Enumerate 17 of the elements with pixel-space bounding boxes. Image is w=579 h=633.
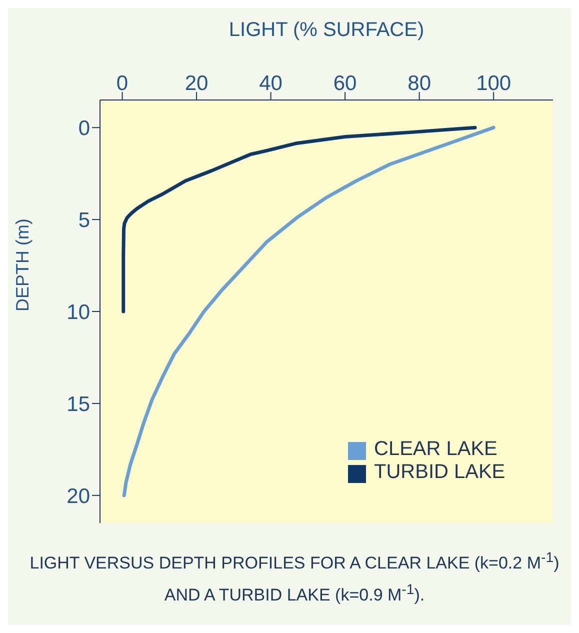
legend-label: TURBID LAKE bbox=[374, 461, 506, 483]
x-tick-label: 60 bbox=[333, 72, 357, 95]
y-tick-label: 15 bbox=[66, 392, 90, 416]
x-tick-label: 20 bbox=[184, 72, 208, 95]
x-axis-title: LIGHT (% SURFACE) bbox=[228, 19, 424, 41]
y-tick-label: 0 bbox=[78, 117, 90, 140]
line-series bbox=[122, 126, 477, 314]
legend-label: CLEAR LAKE bbox=[374, 438, 498, 460]
y-tick-label: 5 bbox=[78, 209, 90, 232]
x-tick-label: 80 bbox=[408, 72, 432, 95]
y-axis-title: DEPTH (m) bbox=[12, 218, 32, 312]
x-tick-label: 0 bbox=[116, 72, 128, 95]
y-tick-label: 10 bbox=[66, 300, 90, 324]
text: LIGHT VERSUS DEPTH PROFILES FOR A CLEAR LAKE (k=0.2 M$^{-1}$) AND A TURBID LAKE (k=0.9 M$^{-1}$). bbox=[30, 550, 560, 604]
x-tick-label: 100 bbox=[476, 72, 512, 95]
y-tick-label: 20 bbox=[66, 484, 90, 508]
x-tick-label: 40 bbox=[259, 72, 282, 95]
